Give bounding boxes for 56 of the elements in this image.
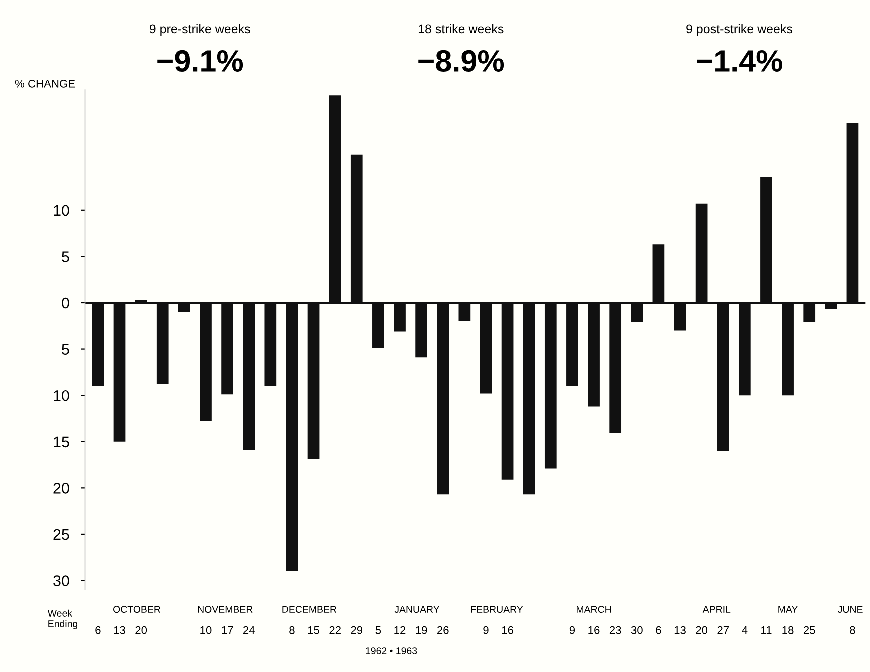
y-axis-title: % CHANGE bbox=[15, 80, 76, 88]
x-tick-label: 15 bbox=[308, 626, 320, 634]
x-tick-label: 13 bbox=[114, 626, 126, 634]
x-tick-label: 18 bbox=[782, 626, 794, 634]
y-tick-label: 30 bbox=[54, 576, 70, 586]
text: 18 strike weeks bbox=[418, 24, 504, 34]
y-tick-label: 25 bbox=[54, 529, 70, 540]
y-tick-label: 0 bbox=[62, 298, 70, 309]
text: 1962 • 1963 bbox=[366, 648, 418, 654]
x-tick-label: 6 bbox=[96, 626, 101, 634]
x-tick-label: 8 bbox=[290, 626, 295, 634]
text: −9.1% bbox=[158, 50, 244, 72]
x-tick-label: 23 bbox=[610, 626, 622, 634]
x-tick-label: 16 bbox=[588, 626, 600, 634]
x-tick-label: 20 bbox=[136, 626, 148, 634]
text: APRIL bbox=[702, 606, 731, 613]
y-tick-label: 10 bbox=[54, 390, 70, 402]
x-tick-label: 19 bbox=[416, 626, 428, 634]
x-tick-label: 13 bbox=[674, 626, 686, 634]
text: 9 post-strike weeks bbox=[686, 24, 793, 36]
x-tick-label: 22 bbox=[330, 626, 341, 634]
x-tick-label: 26 bbox=[438, 626, 449, 634]
text: −1.4% bbox=[697, 50, 782, 72]
x-tick-label: 27 bbox=[718, 626, 729, 634]
x-tick-label: 25 bbox=[804, 626, 816, 634]
text: 9 pre-strike weeks bbox=[150, 24, 250, 36]
text: MAY bbox=[778, 606, 798, 613]
text: NOVEMBER bbox=[198, 606, 253, 614]
text: JUNE bbox=[838, 606, 863, 614]
text: JANUARY bbox=[394, 606, 440, 614]
text: Week Ending bbox=[48, 610, 78, 630]
x-tick-label: 10 bbox=[200, 626, 212, 634]
x-tick-label: 12 bbox=[394, 626, 406, 634]
y-tick-label: 5 bbox=[62, 344, 70, 355]
text: MARCH bbox=[576, 606, 612, 614]
x-tick-label: 29 bbox=[351, 626, 363, 634]
text: OCTOBER bbox=[114, 606, 160, 614]
x-tick-label: 6 bbox=[656, 626, 662, 634]
text: DECEMBER bbox=[282, 606, 337, 614]
x-tick-label: 30 bbox=[631, 626, 643, 634]
x-tick-label: 17 bbox=[222, 626, 234, 634]
x-tick-label: 8 bbox=[850, 626, 856, 634]
x-tick-label: 24 bbox=[243, 626, 255, 634]
x-tick-label: 16 bbox=[502, 626, 514, 634]
x-tick-label: 9 bbox=[484, 626, 489, 634]
x-tick-label: 11 bbox=[762, 626, 772, 634]
text: FEBRUARY bbox=[471, 606, 524, 614]
x-tick-label: 20 bbox=[696, 626, 708, 634]
x-tick-label: 4 bbox=[742, 626, 748, 634]
text: −8.9% bbox=[418, 50, 504, 72]
y-tick-label: 5 bbox=[62, 252, 70, 262]
y-tick-label: 20 bbox=[54, 483, 70, 494]
y-tick-label: 10 bbox=[54, 205, 70, 216]
x-tick-label: 9 bbox=[570, 626, 576, 634]
x-tick-label: 5 bbox=[376, 626, 382, 634]
y-tick-label: 15 bbox=[54, 436, 70, 448]
